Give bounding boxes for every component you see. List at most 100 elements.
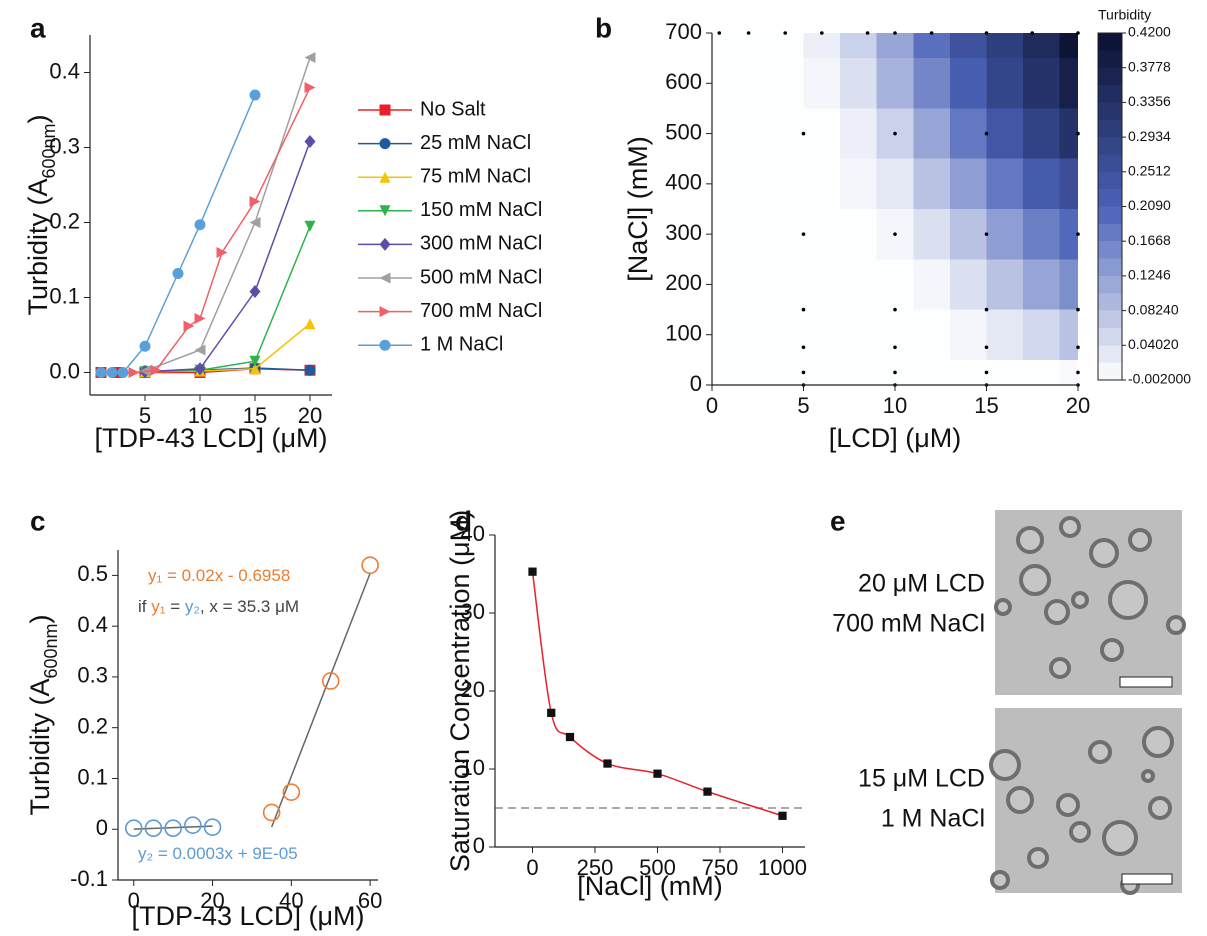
contour-cell	[730, 359, 767, 385]
x-tick-label: 20	[1066, 393, 1090, 418]
sample-point	[820, 31, 824, 35]
y-tick-label: 700	[665, 19, 702, 44]
contour-cell	[766, 259, 804, 310]
contour-cell	[986, 33, 1024, 59]
sample-point	[1076, 345, 1080, 350]
x-axis-label: [LCD] (μM)	[829, 423, 962, 453]
colorbar-band	[1098, 102, 1122, 120]
contour-cell	[712, 209, 731, 260]
sample-point	[1030, 31, 1035, 35]
marker	[379, 171, 391, 183]
contour-cell	[803, 359, 841, 385]
colorbar-tick-label: 0.3778	[1128, 58, 1171, 74]
annotation: y₁ = 0.02x - 0.6958	[148, 566, 290, 585]
y-label-end: )	[23, 114, 53, 123]
contour-cell	[766, 359, 804, 385]
x-tick-label: 0	[526, 855, 538, 880]
contour-cell	[766, 309, 804, 360]
x-axis-label: [NaCl] (mM)	[577, 871, 722, 901]
y-label-end: )	[25, 614, 55, 623]
colorbar-title: Turbidity	[1098, 7, 1151, 23]
contour-cell	[1023, 309, 1060, 360]
colorbar-band	[1098, 50, 1122, 68]
colorbar-band	[1098, 85, 1122, 103]
marker	[379, 138, 391, 150]
contour-cell	[986, 108, 1024, 159]
sample-point	[984, 232, 989, 236]
contour-cell	[712, 58, 731, 109]
point	[282, 783, 301, 801]
sample-point	[984, 31, 989, 35]
colorbar-tick-label: 0.3356	[1128, 93, 1171, 109]
series-line	[144, 225, 311, 373]
contour-cell	[730, 58, 767, 109]
image-label: 700 mM NaCl	[832, 610, 985, 638]
point	[124, 819, 143, 838]
x-tick-label: 10	[188, 403, 212, 428]
x-tick-label: 0	[128, 888, 140, 913]
colorbar-tick-label: 0.4200	[1128, 24, 1171, 40]
colorbar-tick-label: 0.04020	[1128, 336, 1179, 352]
contour-cell	[913, 259, 950, 310]
y-tick-label: 0.3	[49, 133, 80, 158]
contour-cell	[1059, 108, 1078, 159]
marker	[379, 237, 391, 251]
marker	[379, 104, 391, 116]
point	[144, 819, 163, 838]
legend-label: 500 mM NaCl	[420, 266, 542, 288]
contour-cell	[766, 158, 804, 209]
marker	[304, 318, 316, 330]
marker	[194, 362, 206, 376]
contour-cell	[730, 309, 767, 360]
point	[164, 819, 182, 838]
colorbar-band	[1098, 137, 1122, 155]
contour-cell	[949, 58, 987, 109]
y-tick-label: 600	[665, 69, 702, 94]
colorbar-band	[1098, 67, 1122, 86]
contour-cell	[803, 33, 841, 59]
contour-cell	[949, 209, 987, 260]
x-tick-label: 250	[577, 855, 614, 880]
marker	[249, 217, 261, 228]
contour-cell	[876, 33, 914, 59]
sample-point	[1076, 131, 1080, 136]
colorbar-tick-label: 0.2934	[1128, 128, 1171, 144]
marker	[565, 732, 575, 742]
annotation-part: y₂ = 0.0003x + 9E-05	[138, 844, 298, 863]
x-tick-label: 750	[702, 855, 739, 880]
marker	[249, 89, 261, 101]
series-line	[531, 571, 783, 817]
y-tick-label: 0.5	[77, 561, 108, 586]
colorbar-tick-label: 0.1668	[1128, 232, 1171, 248]
sample-point	[984, 131, 989, 136]
contour-cell	[1059, 359, 1078, 385]
annotation-part: y₁ = 0.02x - 0.6958	[148, 566, 290, 585]
y-tick-label: 0	[473, 833, 485, 858]
colorbar-band	[1098, 206, 1122, 224]
legend-label: 25 mM NaCl	[420, 132, 531, 154]
legend-label: 150 mM NaCl	[420, 199, 542, 221]
contour-cell	[803, 58, 841, 109]
y-axis-label: Turbidity (A600nm)	[25, 614, 61, 815]
marker	[183, 320, 195, 332]
contour-cell	[949, 108, 987, 159]
annotation-part: y₂	[185, 597, 200, 616]
series-line	[133, 87, 311, 374]
marker	[216, 247, 228, 258]
sample-point	[746, 31, 751, 35]
contour-cell	[840, 33, 877, 59]
contour-cell	[803, 158, 841, 209]
legend-label: 300 mM NaCl	[420, 233, 542, 255]
contour-cell	[1059, 309, 1078, 360]
contour-cell	[876, 259, 914, 310]
point	[321, 672, 340, 690]
contour-cell	[840, 359, 877, 385]
sample-point	[801, 131, 806, 136]
sample-point	[893, 307, 897, 312]
contour-cell	[1059, 58, 1078, 109]
annotation-part: , x = 35.3 μM	[200, 597, 299, 616]
micrograph	[989, 708, 1182, 895]
y-label-sub: 600nm	[41, 623, 61, 678]
contour-cell	[986, 58, 1024, 109]
y-axis-label: Turbidity (A600nm)	[23, 114, 59, 315]
